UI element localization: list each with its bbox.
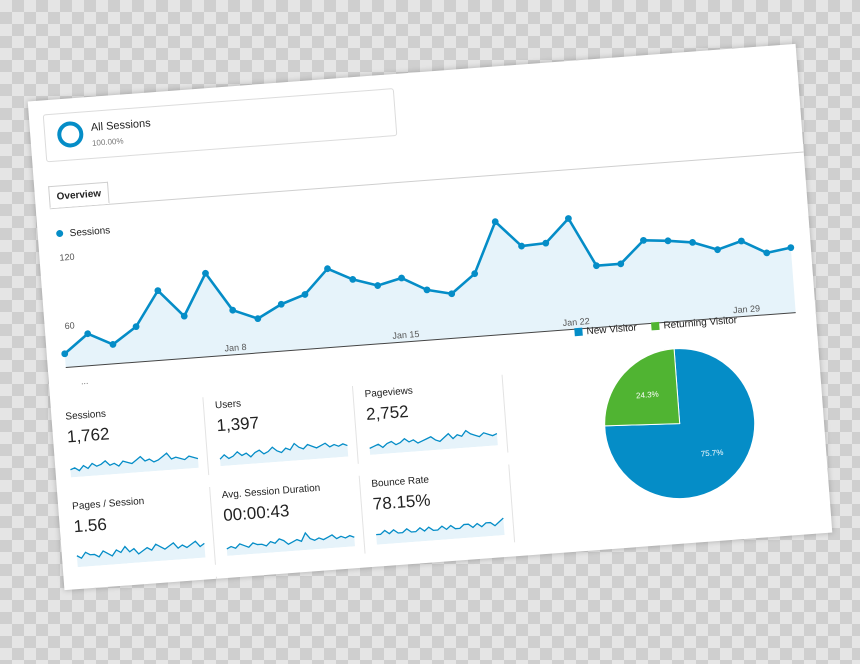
sessions-legend-label: Sessions: [69, 225, 110, 239]
segment-percent: 100.00%: [91, 136, 124, 148]
metric-value: 00:00:43: [222, 501, 291, 526]
sessions-legend[interactable]: Sessions: [56, 225, 111, 240]
x-tick-label: Jan 15: [392, 329, 420, 341]
segment-name: All Sessions: [90, 117, 152, 134]
segment-card[interactable]: All Sessions 100.00%: [42, 88, 398, 163]
metric-new-sessions[interactable]: % New Sessions75.65%: [78, 576, 223, 591]
pie-slice-label: 24.3%: [636, 390, 659, 401]
metric-label: % New Sessions: [79, 585, 155, 590]
sessions-point[interactable]: [448, 290, 456, 298]
sparkline-area: [369, 430, 498, 455]
sessions-point[interactable]: [374, 282, 382, 289]
metric-value: 1.56: [73, 514, 108, 537]
metric-label: Sessions: [65, 408, 107, 423]
x-axis: [65, 312, 796, 368]
sessions-point[interactable]: [737, 237, 745, 245]
sessions-point[interactable]: [542, 239, 550, 247]
sparkline-line: [219, 442, 348, 460]
metric-value: 1,397: [215, 413, 260, 436]
sparkline-area: [226, 532, 355, 556]
metric-value: 78.15%: [372, 490, 432, 514]
sessions-point[interactable]: [518, 242, 525, 250]
sessions-point[interactable]: [593, 262, 600, 270]
sessions-point[interactable]: [109, 341, 117, 348]
new-visitor-swatch-icon: [574, 327, 583, 337]
metric-label: Pages / Session: [71, 495, 145, 513]
sparkline-line: [369, 429, 498, 449]
y-tick-label-60: 60: [64, 320, 75, 331]
metric-value: 2,752: [365, 401, 410, 425]
sessions-point[interactable]: [254, 315, 262, 323]
sessions-point[interactable]: [398, 274, 405, 282]
metric-sessions[interactable]: Sessions 1,762: [64, 397, 210, 486]
metric-pageviews[interactable]: Pageviews 2,752: [363, 374, 509, 463]
sessions-point[interactable]: [664, 237, 672, 245]
more-indicator: ...: [80, 375, 89, 387]
sessions-line-chart: Sessions 120 60 Jan 8 Jan 15 Jan 22 Jan 29: [56, 215, 796, 368]
x-tick-label: Jan 8: [224, 342, 247, 354]
sessions-point[interactable]: [714, 246, 721, 254]
sessions-point[interactable]: [154, 287, 162, 295]
sessions-point[interactable]: [471, 270, 479, 278]
metric-users[interactable]: Users 1,397: [214, 385, 359, 475]
y-tick-label-120: 120: [59, 252, 75, 263]
visitor-pie-chart: 75.7% 24.3%: [599, 348, 756, 500]
sessions-point[interactable]: [277, 300, 285, 308]
sessions-point[interactable]: [689, 238, 696, 246]
sessions-point[interactable]: [84, 330, 92, 338]
sessions-point[interactable]: [180, 312, 188, 320]
metric-sparkline: [226, 531, 355, 556]
metric-label: Bounce Rate: [370, 474, 430, 490]
sparkline-line: [376, 517, 504, 536]
metric-avg-session-duration[interactable]: Avg. Session Duration 00:00:43: [221, 475, 366, 564]
metric-pages-session[interactable]: Pages / Session 1.56: [71, 486, 216, 576]
sessions-point[interactable]: [349, 275, 357, 283]
metric-label: Avg. Session Duration: [221, 482, 321, 502]
dashboard-panel: All Sessions 100.00% Overview Sessions 12…: [27, 43, 833, 591]
sparkline-area: [76, 541, 206, 568]
metrics-grid: Sessions 1,762 Users 1,397 Pageviews 2,752 Pag…: [28, 44, 796, 591]
sessions-point[interactable]: [324, 265, 331, 273]
metric-sparkline: [369, 429, 498, 455]
sessions-point[interactable]: [423, 286, 431, 294]
sessions-point[interactable]: [640, 236, 647, 244]
metric-sparkline: [70, 452, 199, 478]
sparkline-line: [226, 531, 355, 550]
sparkline-area: [376, 518, 505, 545]
sessions-area: [64, 218, 796, 368]
x-tick-label: Jan 29: [733, 303, 761, 315]
metric-sparkline: [376, 517, 505, 545]
sessions-legend-dot-icon: [56, 230, 64, 238]
sessions-point[interactable]: [132, 323, 140, 331]
sparkline-area: [220, 443, 349, 467]
sessions-point[interactable]: [202, 269, 209, 277]
pie-slice-returning-visitor[interactable]: [599, 348, 681, 429]
sparkline-line: [76, 540, 205, 560]
metric-sparkline: [76, 540, 206, 568]
sessions-point[interactable]: [763, 249, 771, 257]
sessions-point[interactable]: [491, 218, 499, 226]
x-tick-label: Jan 22: [562, 316, 590, 328]
sessions-point[interactable]: [229, 306, 237, 314]
sessions-point[interactable]: [61, 350, 69, 358]
metric-bounce-rate[interactable]: Bounce Rate 78.15%: [370, 464, 516, 553]
sparkline-line: [70, 452, 199, 472]
sessions-point[interactable]: [301, 291, 309, 298]
sessions-point[interactable]: [617, 260, 625, 268]
sparkline-area: [70, 453, 199, 478]
metric-value: 1,762: [66, 424, 111, 447]
returning-visitor-swatch-icon: [651, 321, 660, 331]
metric-label: Users: [214, 398, 242, 412]
segment-ring-icon: [56, 120, 85, 149]
sessions-point[interactable]: [565, 215, 572, 222]
pie-slice-label: 75.7%: [700, 448, 723, 459]
metric-sparkline: [219, 442, 349, 467]
sessions-point[interactable]: [787, 244, 795, 252]
tab-overview[interactable]: Overview: [48, 181, 110, 209]
metric-label: Pageviews: [364, 385, 414, 401]
